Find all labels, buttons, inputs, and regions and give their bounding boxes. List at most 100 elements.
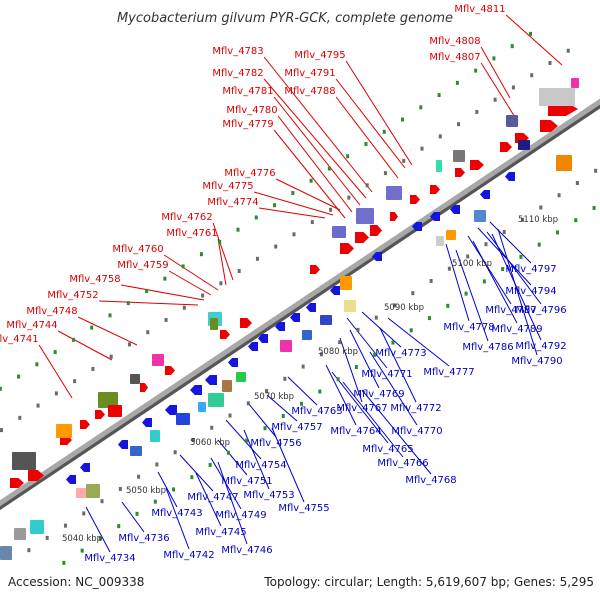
forward-gene-arrow[interactable]: [410, 195, 420, 204]
forward-gene-arrow[interactable]: [500, 142, 512, 152]
gene-block[interactable]: [556, 155, 572, 171]
reverse-gene-arrow[interactable]: [190, 385, 202, 395]
reverse-gene-label[interactable]: Mflv_4770: [391, 426, 442, 437]
forward-gene-arrow[interactable]: [95, 410, 105, 419]
gene-block[interactable]: [474, 210, 486, 222]
gene-block[interactable]: [539, 88, 575, 106]
gene-block[interactable]: [320, 315, 332, 325]
reverse-gene-label[interactable]: Mflv_4786: [462, 342, 513, 353]
forward-gene-label[interactable]: Mflv_4744: [6, 320, 57, 331]
reverse-gene-label[interactable]: Mflv_4789: [491, 324, 542, 335]
reverse-gene-label[interactable]: Mflv_4778: [443, 322, 494, 333]
forward-gene-arrow[interactable]: [240, 318, 252, 328]
gene-block[interactable]: [446, 230, 456, 240]
reverse-gene-label[interactable]: Mflv_4787: [485, 305, 536, 316]
gene-block[interactable]: [506, 115, 518, 127]
reverse-gene-arrow[interactable]: [66, 475, 76, 484]
gene-block[interactable]: [340, 276, 352, 290]
forward-gene-arrow[interactable]: [355, 232, 369, 243]
reverse-gene-label[interactable]: Mflv_4743: [151, 508, 202, 519]
reverse-gene-arrow[interactable]: [165, 405, 177, 415]
gene-block[interactable]: [198, 402, 206, 412]
reverse-gene-label[interactable]: Mflv_4751: [221, 476, 272, 487]
reverse-gene-label[interactable]: Mflv_4771: [361, 369, 412, 380]
reverse-gene-label[interactable]: Mflv_4763: [291, 406, 342, 417]
gene-block[interactable]: [176, 413, 190, 425]
reverse-gene-arrow[interactable]: [306, 303, 316, 312]
forward-gene-label[interactable]: Mflv_4780: [226, 105, 277, 116]
gene-block[interactable]: [222, 380, 232, 392]
forward-gene-label[interactable]: Mflv_4761: [166, 228, 217, 239]
forward-gene-arrow[interactable]: [430, 185, 440, 194]
forward-gene-arrow[interactable]: [390, 212, 398, 221]
reverse-gene-label[interactable]: Mflv_4790: [511, 356, 562, 367]
gene-block[interactable]: [152, 354, 164, 366]
gene-block[interactable]: [571, 78, 579, 88]
forward-gene-label[interactable]: Mflv_4748: [26, 306, 77, 317]
gene-block[interactable]: [86, 484, 100, 498]
forward-gene-arrow[interactable]: [310, 265, 320, 274]
gene-block[interactable]: [453, 150, 465, 162]
gene-block[interactable]: [386, 186, 402, 200]
reverse-gene-label[interactable]: Mflv_4773: [375, 348, 426, 359]
gene-block[interactable]: [332, 226, 346, 238]
gene-block[interactable]: [344, 300, 356, 312]
forward-gene-label[interactable]: Mflv_4762: [161, 212, 212, 223]
gene-block[interactable]: [130, 374, 140, 384]
reverse-gene-label[interactable]: Mflv_4754: [235, 460, 286, 471]
forward-gene-label[interactable]: Mflv_4807: [429, 52, 480, 63]
forward-gene-label[interactable]: Mflv_4811: [454, 4, 505, 15]
reverse-gene-label[interactable]: Mflv_4794: [505, 286, 556, 297]
reverse-gene-label[interactable]: Mflv_4768: [405, 475, 456, 486]
reverse-gene-arrow[interactable]: [248, 342, 258, 351]
forward-gene-label[interactable]: Mflv_4758: [69, 274, 120, 285]
reverse-gene-arrow[interactable]: [412, 222, 422, 231]
gene-block[interactable]: [76, 488, 86, 498]
gene-block[interactable]: [130, 446, 142, 456]
reverse-gene-label[interactable]: Mflv_4797: [505, 264, 556, 275]
reverse-gene-label[interactable]: Mflv_4756: [250, 438, 301, 449]
gene-block[interactable]: [12, 452, 36, 470]
reverse-gene-label[interactable]: Mflv_4749: [215, 510, 266, 521]
gene-block[interactable]: [0, 546, 12, 560]
gene-block[interactable]: [356, 208, 374, 224]
reverse-gene-label[interactable]: Mflv_4765: [362, 444, 413, 455]
reverse-gene-arrow[interactable]: [258, 334, 268, 343]
reverse-gene-arrow[interactable]: [430, 212, 440, 221]
reverse-gene-label[interactable]: Mflv_4777: [423, 367, 474, 378]
gene-block[interactable]: [436, 160, 442, 172]
reverse-gene-label[interactable]: Mflv_4734: [84, 553, 135, 564]
reverse-gene-label[interactable]: Mflv_4792: [515, 341, 566, 352]
gene-block[interactable]: [98, 392, 118, 408]
forward-gene-label[interactable]: Mflv_4782: [212, 68, 263, 79]
forward-gene-label[interactable]: Mflv_4752: [47, 290, 98, 301]
gene-block[interactable]: [302, 330, 312, 340]
forward-gene-arrow[interactable]: [370, 225, 382, 236]
reverse-gene-arrow[interactable]: [205, 375, 217, 385]
forward-gene-arrow[interactable]: [10, 478, 24, 488]
forward-gene-arrow[interactable]: [470, 160, 484, 170]
reverse-gene-label[interactable]: Mflv_4772: [390, 403, 441, 414]
reverse-gene-label[interactable]: Mflv_4736: [118, 533, 169, 544]
forward-gene-label[interactable]: Mflv_4783: [212, 46, 263, 57]
reverse-gene-arrow[interactable]: [118, 440, 128, 449]
forward-gene-arrow[interactable]: [28, 470, 44, 481]
reverse-gene-label[interactable]: Mflv_4755: [278, 503, 329, 514]
reverse-gene-label[interactable]: Mflv_4757: [271, 422, 322, 433]
forward-gene-arrow[interactable]: [80, 420, 90, 429]
reverse-gene-label[interactable]: Mflv_4767: [336, 403, 387, 414]
reverse-gene-label[interactable]: Mflv_4796: [515, 305, 566, 316]
reverse-gene-arrow[interactable]: [80, 463, 90, 472]
reverse-gene-arrow[interactable]: [505, 172, 515, 181]
forward-gene-label[interactable]: Mflv_4759: [117, 260, 168, 271]
forward-gene-label[interactable]: Mflv_4776: [224, 168, 275, 179]
reverse-gene-arrow[interactable]: [372, 252, 382, 261]
reverse-gene-arrow[interactable]: [142, 418, 152, 427]
reverse-gene-label[interactable]: Mflv_4746: [221, 545, 272, 556]
forward-gene-label[interactable]: Mflv_4774: [207, 197, 258, 208]
forward-gene-arrow[interactable]: [540, 120, 558, 132]
gene-block[interactable]: [30, 520, 44, 534]
reverse-gene-label[interactable]: Mflv_4753: [243, 490, 294, 501]
forward-gene-label[interactable]: Mflv_4808: [429, 36, 480, 47]
forward-gene-label[interactable]: Mflv_4775: [202, 181, 253, 192]
